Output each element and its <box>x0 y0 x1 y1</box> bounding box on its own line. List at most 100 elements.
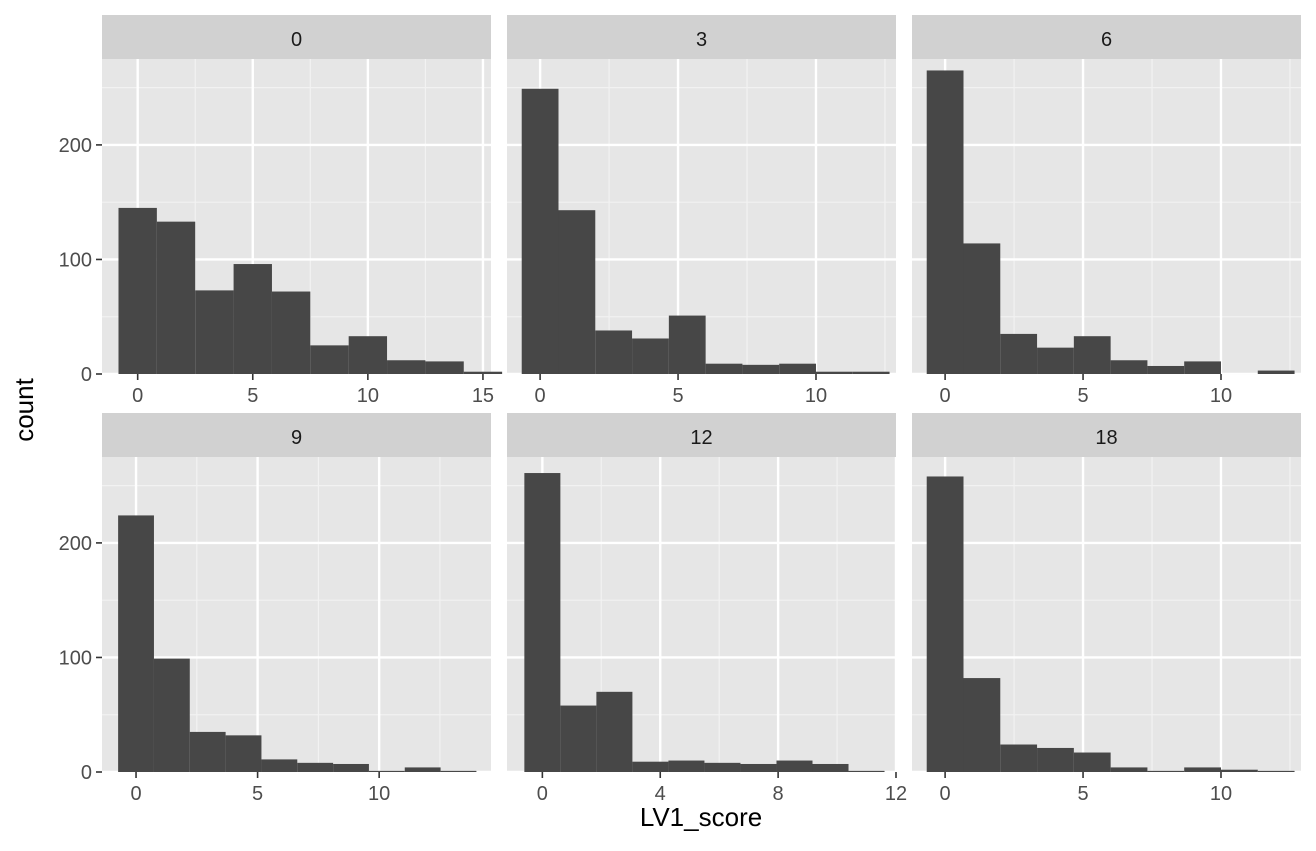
x-tick-label: 10 <box>805 385 827 407</box>
x-tick-label: 0 <box>535 385 546 407</box>
x-tick-label: 5 <box>1077 783 1088 805</box>
histogram-bar <box>1074 753 1111 772</box>
x-tick-label: 10 <box>1210 783 1232 805</box>
y-tick-label: 100 <box>59 647 92 669</box>
histogram-bar <box>816 372 853 374</box>
y-tick-label: 100 <box>59 249 92 271</box>
histogram-bar <box>1184 767 1221 772</box>
histogram-bar <box>740 764 776 772</box>
histogram-bar <box>522 89 559 374</box>
x-axis-title: LV1_score <box>640 802 762 832</box>
y-axis-title: count <box>9 377 39 441</box>
x-tick-label: 0 <box>537 783 548 805</box>
facet-strip-label: 12 <box>690 427 712 449</box>
histogram-bar <box>668 761 704 772</box>
histogram-bar <box>195 290 233 374</box>
histogram-bar <box>118 515 154 772</box>
y-tick-label: 0 <box>81 762 92 784</box>
x-tick-label: 5 <box>247 385 258 407</box>
histogram-bar <box>706 364 743 374</box>
histogram-bar <box>632 338 669 374</box>
histogram-bar <box>226 735 262 772</box>
facet-strip-label: 9 <box>291 427 302 449</box>
histogram-bar <box>963 243 1000 374</box>
histogram-bar <box>779 364 816 374</box>
x-tick-label: 0 <box>130 783 141 805</box>
histogram-bar <box>1221 770 1258 772</box>
histogram-bar <box>190 732 226 772</box>
histogram-bar <box>154 659 190 772</box>
histogram-bar <box>425 361 463 374</box>
histogram-bar <box>812 764 848 772</box>
histogram-bar <box>669 316 706 374</box>
x-tick-label: 0 <box>940 385 951 407</box>
histogram-bar <box>849 771 885 772</box>
y-tick-label: 0 <box>81 364 92 386</box>
histogram-bar <box>272 292 310 374</box>
x-tick-label: 0 <box>132 385 143 407</box>
histogram-bar <box>310 345 348 374</box>
x-tick-label: 5 <box>672 385 683 407</box>
histogram-bar <box>704 763 740 772</box>
histogram-bar <box>1000 334 1037 374</box>
histogram-bar <box>387 360 425 374</box>
x-tick-label: 5 <box>252 783 263 805</box>
histogram-bar <box>234 264 272 374</box>
histogram-bar <box>297 763 333 772</box>
histogram-bar <box>742 365 779 374</box>
histogram-bar <box>157 222 195 374</box>
facet-strip-label: 0 <box>291 29 302 51</box>
histogram-bar <box>1258 371 1295 374</box>
histogram-bar <box>349 336 387 374</box>
histogram-bar <box>927 70 964 374</box>
facet-panel-3: 3 0 5 10 <box>507 15 896 407</box>
histogram-bar <box>927 476 964 772</box>
histogram-bar <box>1258 771 1295 772</box>
histogram-bar <box>963 678 1000 772</box>
histogram-bar <box>776 761 812 772</box>
histogram-bar <box>261 759 297 772</box>
histogram-bar <box>369 771 405 772</box>
histogram-bar <box>1147 366 1184 374</box>
facet-panel-6: 6 0 5 10 <box>912 15 1301 407</box>
histogram-bar <box>1184 361 1221 374</box>
histogram-bar <box>853 372 890 374</box>
histogram-bar <box>118 208 156 374</box>
y-tick-label: 200 <box>59 533 92 555</box>
x-tick-label: 10 <box>368 783 390 805</box>
x-tick-label: 12 <box>885 783 907 805</box>
histogram-bar <box>1037 748 1074 772</box>
histogram-bar <box>1074 336 1111 374</box>
histogram-bar <box>464 372 502 374</box>
x-tick-label: 8 <box>773 783 784 805</box>
histogram-bar <box>1111 767 1148 772</box>
histogram-bar <box>333 764 369 772</box>
facet-strip-label: 6 <box>1101 29 1112 51</box>
histogram-bar <box>596 692 632 772</box>
facet-strip-label: 18 <box>1095 427 1117 449</box>
histogram-bar <box>632 762 668 772</box>
x-tick-label: 10 <box>357 385 379 407</box>
facet-panel-0: 0 0 5 10 15 0 100 200 <box>59 15 503 407</box>
histogram-bar <box>1037 348 1074 374</box>
histogram-bar <box>595 330 632 374</box>
histogram-bar <box>405 767 441 772</box>
histogram-bar <box>441 771 477 772</box>
histogram-bar <box>524 473 560 772</box>
facet-panel-18: 18 0 5 10 <box>912 413 1301 805</box>
x-tick-label: 15 <box>472 385 494 407</box>
histogram-bar <box>1147 771 1184 772</box>
x-tick-label: 10 <box>1210 385 1232 407</box>
y-tick-label: 200 <box>59 135 92 157</box>
histogram-bar <box>558 210 595 374</box>
histogram-bar <box>1000 745 1037 772</box>
facet-strip-label: 3 <box>696 29 707 51</box>
x-tick-label: 5 <box>1077 385 1088 407</box>
histogram-bar <box>560 706 596 772</box>
histogram-bar <box>1111 360 1148 374</box>
x-tick-label: 0 <box>940 783 951 805</box>
